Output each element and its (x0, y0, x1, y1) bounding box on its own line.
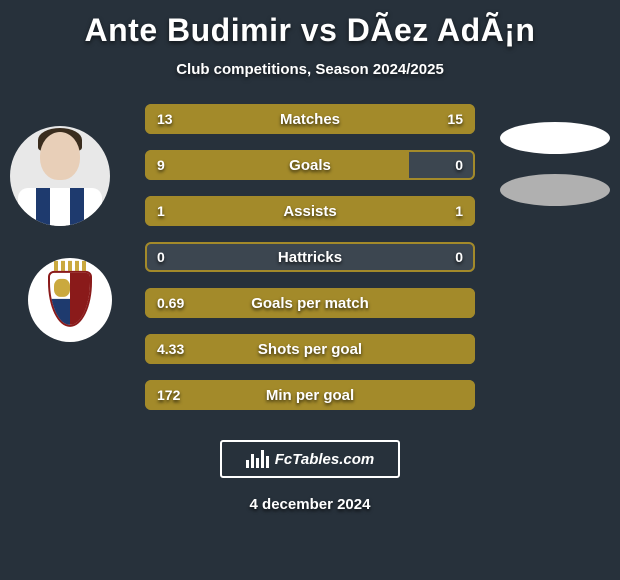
stat-value-left: 0.69 (145, 288, 196, 318)
stat-value-right: 0 (443, 150, 475, 180)
stat-row: Goals9 0 (145, 150, 475, 180)
stat-value-right (451, 380, 475, 410)
subtitle: Club competitions, Season 2024/2025 (0, 61, 620, 78)
stat-row: Assists1 1 (145, 196, 475, 226)
stat-value-right: 15 (435, 104, 475, 134)
stat-row: Goals per match0.69 (145, 288, 475, 318)
stat-label: Matches (145, 104, 475, 134)
stat-label: Assists (145, 196, 475, 226)
chart-icon (246, 450, 269, 468)
stats-container: Matches1315Goals90Assists11Hattricks00Go… (0, 104, 620, 410)
stat-value-left: 9 (145, 150, 177, 180)
stat-value-left: 1 (145, 196, 177, 226)
stat-value-right (451, 334, 475, 364)
stat-value-right: 0 (443, 242, 475, 272)
date-label: 4 december 2024 (0, 496, 620, 513)
stat-label: Goals (145, 150, 475, 180)
stat-row: Hattricks0 0 (145, 242, 475, 272)
site-name: FcTables.com (275, 451, 374, 468)
stat-label: Hattricks (145, 242, 475, 272)
stat-row: Shots per goal4.33 (145, 334, 475, 364)
stat-value-left: 0 (145, 242, 177, 272)
stat-value-left: 172 (145, 380, 192, 410)
stat-row: Matches13 15 (145, 104, 475, 134)
stat-value-right: 1 (443, 196, 475, 226)
stat-label: Min per goal (145, 380, 475, 410)
stat-row: Min per goal172 (145, 380, 475, 410)
stat-value-right (451, 288, 475, 318)
stat-value-left: 4.33 (145, 334, 196, 364)
site-watermark: FcTables.com (220, 440, 400, 478)
page-title: Ante Budimir vs DÃ­ez AdÃ¡n (0, 0, 620, 49)
stat-value-left: 13 (145, 104, 185, 134)
